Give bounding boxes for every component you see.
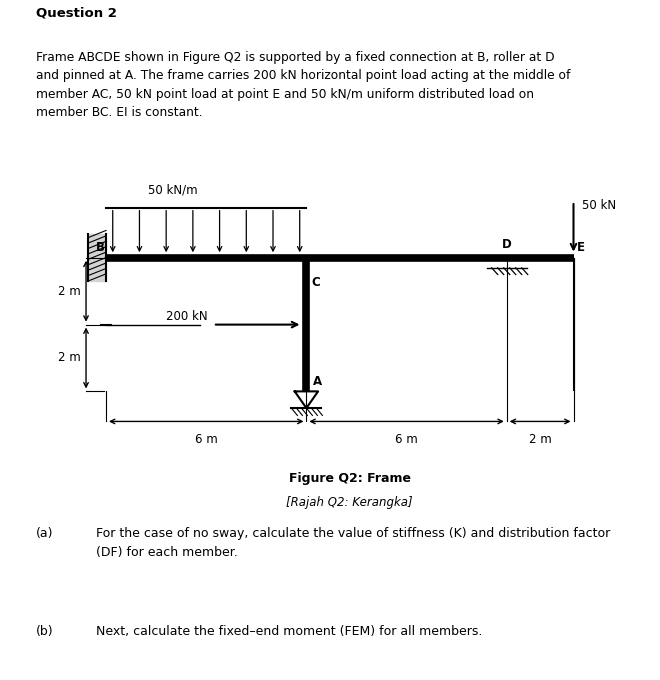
Text: 6 m: 6 m (395, 433, 418, 446)
Text: Frame ABCDE shown in Figure Q2 is supported by a fixed connection at B, roller a: Frame ABCDE shown in Figure Q2 is suppor… (36, 51, 571, 120)
Text: (a): (a) (36, 528, 54, 541)
Text: 2 m: 2 m (58, 352, 81, 364)
Text: 2 m: 2 m (58, 285, 81, 298)
Text: E: E (577, 241, 585, 254)
Text: Question 2: Question 2 (36, 7, 117, 20)
Text: C: C (312, 276, 320, 289)
Text: A: A (313, 375, 322, 388)
Text: For the case of no sway, calculate the value of stiffness (K) and distribution f: For the case of no sway, calculate the v… (96, 528, 610, 559)
Text: (b): (b) (36, 624, 54, 638)
Text: 2 m: 2 m (529, 433, 552, 446)
Bar (88, 235, 106, 282)
Text: B: B (96, 241, 104, 254)
Text: 50 kN/m: 50 kN/m (148, 183, 197, 196)
Text: Next, calculate the fixed–end moment (FEM) for all members.: Next, calculate the fixed–end moment (FE… (96, 624, 482, 638)
Text: 6 m: 6 m (195, 433, 218, 446)
Text: 200 kN: 200 kN (166, 310, 208, 323)
Text: [Rajah Q2: Kerangka]: [Rajah Q2: Kerangka] (286, 496, 413, 509)
Text: D: D (502, 238, 512, 251)
Text: 50 kN: 50 kN (582, 199, 616, 212)
Text: Figure Q2: Frame: Figure Q2: Frame (289, 472, 411, 485)
